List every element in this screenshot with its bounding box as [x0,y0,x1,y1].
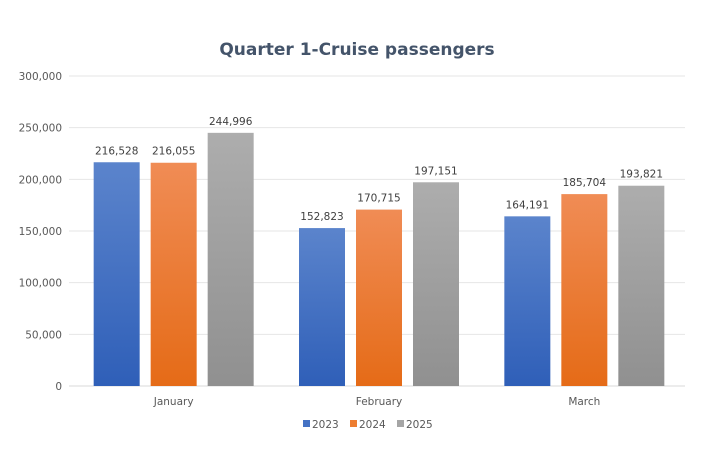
chart-title: Quarter 1-Cruise passengers [219,40,494,60]
bars [93,132,665,386]
data-label-2024-february: 170,715 [357,193,400,205]
bar-2025-february [413,182,459,386]
bar-2023-march [504,216,551,386]
bar-2024-february [356,209,402,386]
bar-2023-february [299,228,345,386]
y-axis-ticks: 0 50,000 100,000 150,000 200,000 250,000 300,0… [19,71,62,393]
y-tick-label: 250,000 [19,123,62,135]
x-tick-label: February [356,396,403,408]
legend[interactable]: 2023 2024 2025 [303,419,433,431]
data-label-2025-january: 244,996 [209,116,253,128]
y-tick-label: 100,000 [19,278,62,290]
y-tick-label: 150,000 [19,226,62,238]
y-tick-label: 200,000 [19,174,62,186]
x-axis-ticks: January February March [153,396,601,408]
bar-2023-january [93,162,140,386]
bar-2024-january [150,162,197,386]
legend-swatch [350,420,357,427]
y-tick-label: 0 [55,381,62,393]
legend-item-2025[interactable]: 2025 [397,419,433,431]
data-label-2023-january: 216,528 [95,145,138,157]
bar-2025-march [618,185,665,386]
legend-swatch [397,420,404,427]
x-tick-label: January [153,396,194,408]
data-label-2023-february: 152,823 [300,211,343,223]
data-labels: 216,528 216,055 244,996 152,823 170,715 197,1… [95,116,663,223]
data-label-2023-march: 164,191 [506,199,549,211]
x-tick-label: March [568,396,600,408]
data-label-2024-january: 216,055 [152,146,195,158]
legend-label: 2024 [359,419,386,431]
legend-item-2023[interactable]: 2023 [303,419,339,431]
data-label-2024-march: 185,704 [563,177,607,189]
bar-2025-january [207,132,254,386]
legend-swatch [303,420,310,427]
legend-item-2024[interactable]: 2024 [350,419,386,431]
legend-label: 2023 [312,419,339,431]
y-tick-label: 300,000 [19,71,62,83]
data-label-2025-march: 193,821 [620,169,663,181]
data-label-2025-february: 197,151 [414,165,457,177]
y-tick-label: 50,000 [25,329,62,341]
legend-label: 2025 [406,419,433,431]
bar-2024-march [561,194,608,386]
